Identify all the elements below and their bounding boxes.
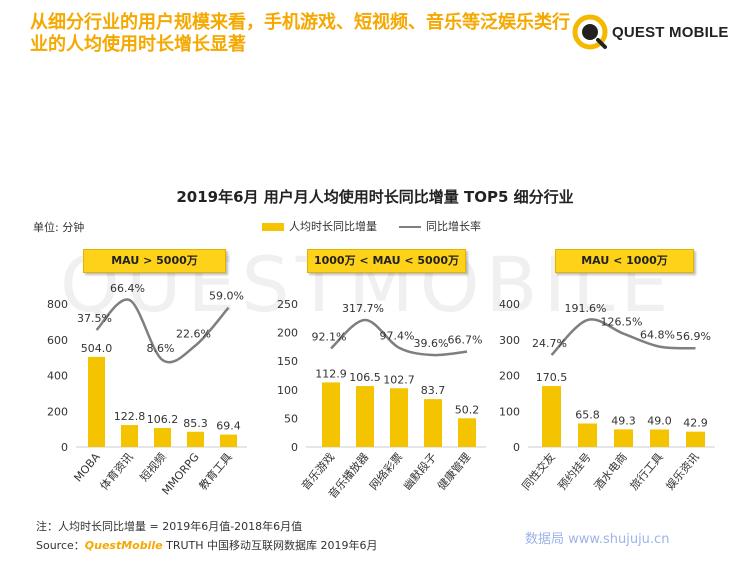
group-label-medium: 1000万 < MAU < 5000万 [307,249,466,273]
y-tick-label: 400 [47,370,68,383]
bar-value-label: 170.5 [536,371,568,384]
bar [88,356,105,447]
bar [356,386,374,447]
bar-value-label: 106.2 [147,413,179,426]
y-tick-label: 0 [61,441,68,454]
bar [390,388,408,447]
rate-label: 56.9% [676,330,711,343]
bar [686,431,705,447]
logo: QUEST MOBILE [572,14,742,54]
legend-line-swatch [399,226,421,228]
bar [121,425,138,447]
legend-bar-label: 人均时长同比增量 [289,220,377,233]
legend-bar-swatch [262,223,284,231]
bar-value-label: 83.7 [421,384,446,397]
bar-value-label: 102.7 [383,373,415,386]
category-label: 教育工具 [196,450,235,493]
rate-line [550,318,696,356]
group-label-large: MAU > 5000万 [83,249,226,273]
footnote: 注：人均时长同比增量 = 2019年6月值-2018年6月值 [36,520,303,533]
quest-mobile-logo-icon [572,14,608,50]
bar [322,382,340,447]
y-tick-label: 800 [47,298,68,311]
bar [220,434,237,447]
y-tick-label: 400 [499,298,520,311]
bar-value-label: 112.9 [315,367,347,380]
y-tick-label: 100 [277,384,298,397]
bar-value-label: 106.5 [349,371,381,384]
logo-text: QUEST MOBILE [612,24,729,41]
bar-value-label: 65.8 [575,408,600,421]
y-tick-label: 50 [284,412,298,425]
chart-title: 2019年6月 用户月人均使用时长同比增量 TOP5 细分行业 [176,188,574,206]
category-label: 幽默段子 [400,450,439,493]
bar [187,431,204,447]
category-label: 网络彩票 [366,450,405,493]
rate-label: 66.4% [110,282,145,295]
category-label: 体育资讯 [97,450,136,493]
bar [650,429,669,447]
category-label: 旅行工具 [627,450,666,493]
legend-line-label: 同比增长率 [426,220,481,233]
source-line: Source：QuestMobile TRUTH 中国移动互联网数据库 2019… [36,537,378,553]
rate-label: 39.6% [414,337,449,350]
rate-label: 64.8% [640,329,675,342]
rate-label: 37.5% [77,312,112,325]
page-headline: 从细分行业的用户规模来看，手机游戏、短视频、音乐等泛娱乐类行业的人均使用时长增长… [30,12,570,55]
rate-label: 22.6% [176,327,211,340]
category-label: 酒水电商 [591,450,630,493]
source-text: TRUTH 中国移动互联网数据库 2019年6月 [162,539,378,552]
rate-line [330,318,468,357]
rate-label: 59.0% [209,290,244,303]
category-label: MOBA [71,450,103,484]
bar-value-label: 42.9 [683,417,708,430]
category-label: 健康管理 [434,450,473,493]
rate-label: 126.5% [601,316,643,329]
source-prefix: Source： [36,539,85,552]
y-tick-label: 200 [499,370,520,383]
source-brand: QuestMobile [84,539,163,552]
rate-label: 24.7% [532,337,567,350]
y-tick-label: 150 [277,355,298,368]
bar-value-label: 69.4 [216,420,241,433]
site-watermark: 数据局 www.shujuju.cn [525,532,670,547]
rate-label: 92.1% [312,330,347,343]
bar [614,429,633,447]
bar [424,399,442,447]
bar [578,423,597,447]
rate-line [95,298,230,364]
bar [154,428,171,447]
rate-label: 66.7% [448,334,483,347]
category-label: 同性交友 [519,450,558,493]
unit-label: 单位: 分钟 [33,221,85,234]
y-tick-label: 250 [277,298,298,311]
bar-value-label: 49.3 [611,414,636,427]
bar-value-label: 50.2 [455,403,480,416]
category-label: 短视频 [137,450,169,484]
rate-label: 97.4% [380,330,415,343]
category-label: 娱乐资讯 [663,450,702,493]
category-label: 预约挂号 [555,450,594,493]
bar [458,418,476,447]
y-tick-label: 0 [513,441,520,454]
group-label-small: MAU < 1000万 [555,249,694,273]
y-tick-label: 600 [47,334,68,347]
rate-label: 191.6% [565,302,607,315]
bar [542,386,561,447]
bar-value-label: 504.0 [81,342,113,355]
y-tick-label: 200 [277,327,298,340]
rate-label: 317.7% [342,302,384,315]
rate-label: 8.6% [147,342,175,355]
bar-value-label: 49.0 [647,414,672,427]
legend: 人均时长同比增量 同比增长率 [262,218,481,234]
y-tick-label: 300 [499,334,520,347]
bar-value-label: 85.3 [183,417,208,430]
y-tick-label: 100 [499,405,520,418]
y-tick-label: 0 [291,441,298,454]
bar-value-label: 122.8 [114,410,146,423]
y-tick-label: 200 [47,405,68,418]
